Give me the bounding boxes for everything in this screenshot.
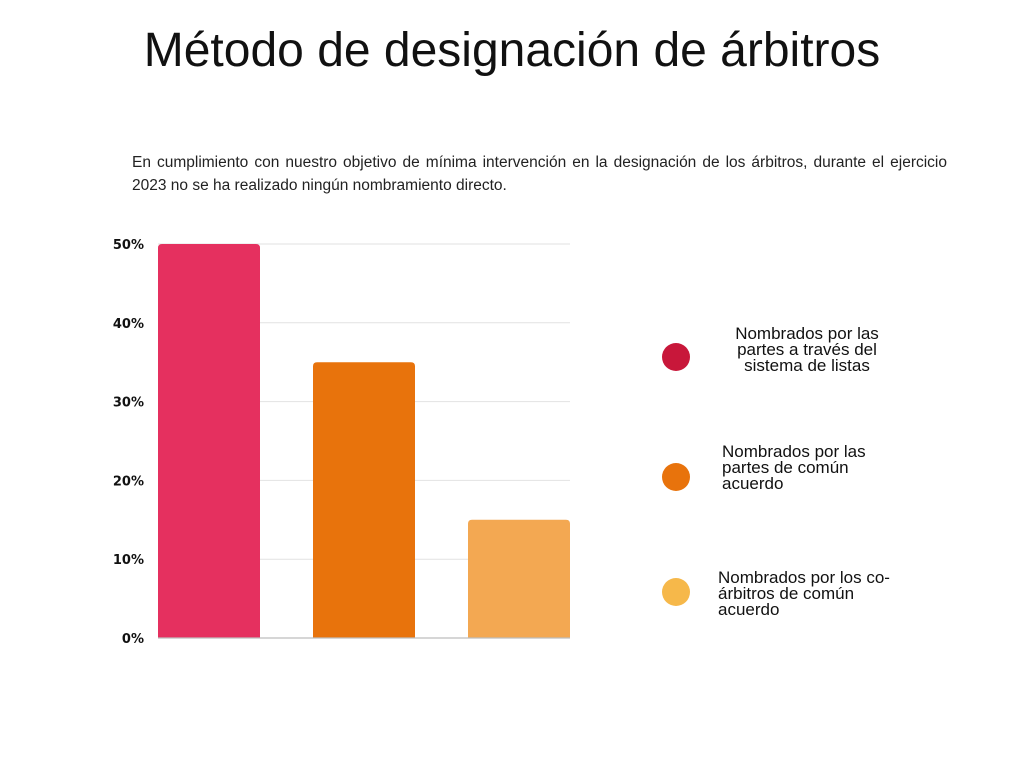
legend-item-partes: Nombrados por las partes de común acuerd… [662,443,922,503]
bar [313,362,415,638]
bar [158,244,260,638]
y-tick-label: 50% [113,238,144,253]
legend-dot-partes [662,463,690,491]
legend-label-coarbitros: Nombrados por los co-árbitros de común a… [718,568,890,619]
intro-paragraph: En cumplimiento con nuestro objetivo de … [132,154,947,194]
legend-item-listas: Nombrados por las partes a través del si… [662,324,922,386]
y-tick-label: 0% [122,632,144,647]
y-tick-label: 40% [113,317,144,332]
legend-item-coarbitros: Nombrados por los co-árbitros de común a… [662,569,922,629]
bar [468,519,570,638]
legend-dot-listas [662,343,690,371]
y-tick-label: 10% [113,553,144,568]
y-tick-label: 20% [113,474,144,489]
page-title: Método de designación de árbitros [143,24,881,77]
legend-dot-coarbitros [662,578,690,606]
legend-label-partes: Nombrados por las partes de común acuerd… [722,442,866,493]
legend-label-listas: Nombrados por las partes a través del si… [735,324,879,375]
y-tick-label: 30% [113,396,144,411]
